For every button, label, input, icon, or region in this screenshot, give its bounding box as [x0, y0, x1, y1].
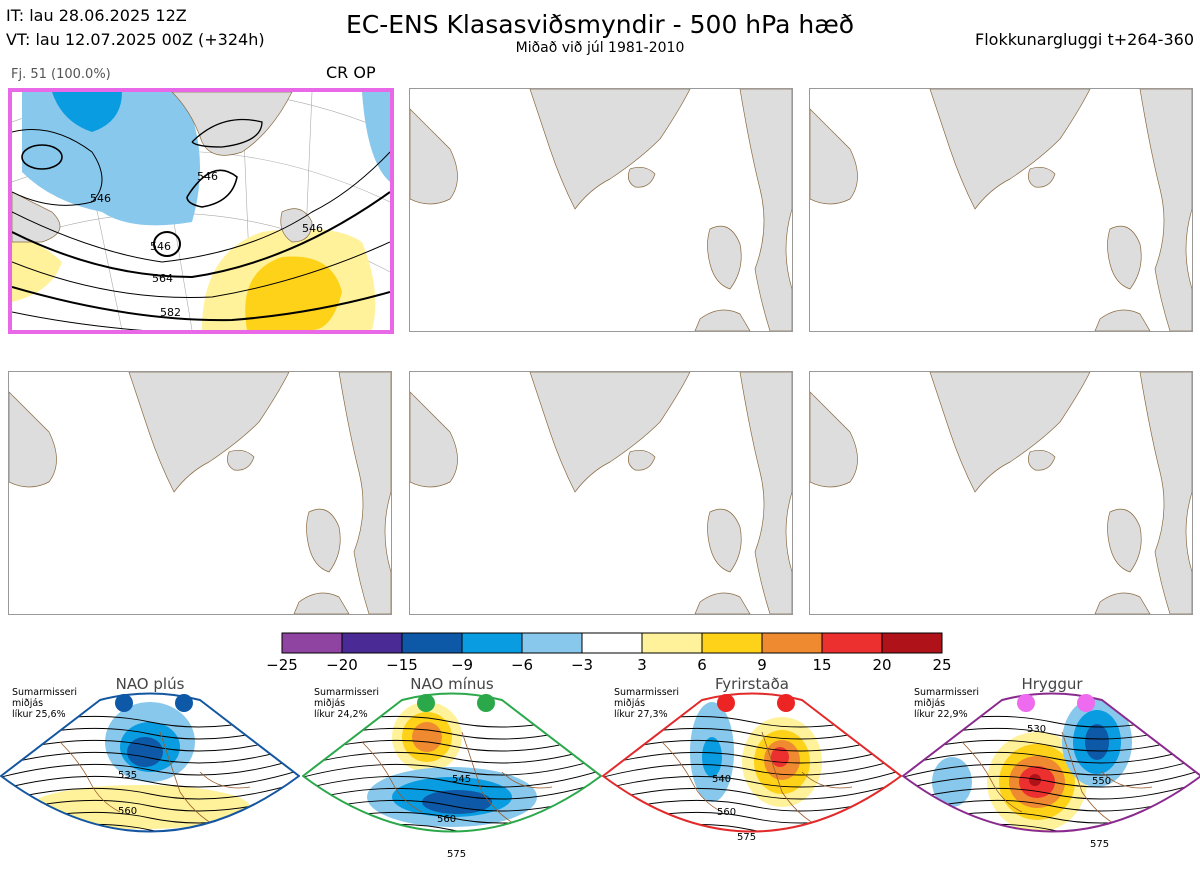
valid-time: VT: lau 12.07.2025 00Z (+324h) [6, 30, 265, 49]
regime-title: NAO plús [115, 675, 185, 693]
colorbar-tick-label: 9 [757, 656, 767, 674]
regime-marker-dot [477, 694, 495, 712]
regime-contour-label: 550 [1092, 776, 1111, 787]
colorbar-tick-label: −3 [570, 656, 594, 674]
regime-contour-label: 575 [1090, 839, 1109, 850]
regime-contour-label: 560 [118, 806, 137, 817]
regime-note: Sumarmisseri miðjás líkur 25,6% [12, 687, 78, 720]
regime-contour-label: 540 [712, 774, 731, 785]
regime-map: 535 560 [0, 692, 300, 833]
contour-label: 582 [160, 306, 181, 319]
regime-map: 530 550 575 [902, 692, 1200, 850]
colorbar-segment [521, 632, 583, 654]
cluster-map-3[interactable] [809, 88, 1193, 332]
regime-note: Sumarmisseri miðjás líkur 27,3% [614, 687, 680, 720]
regime-contour-label: 560 [717, 807, 736, 818]
colorbar-tick-label: −25 [266, 656, 298, 674]
regime-marker-dot [1077, 694, 1095, 712]
colorbar-tick-label: −6 [510, 656, 534, 674]
colorbar-tick-label: 25 [932, 656, 952, 674]
regime-marker-dot [717, 694, 735, 712]
colorbar-segment [461, 632, 523, 654]
colorbar-segment [401, 632, 463, 654]
regime-title: Hryggur [1021, 675, 1083, 693]
colorbar-segment [881, 632, 943, 654]
colorbar-segment [341, 632, 403, 654]
regime-contour-label: 535 [118, 770, 137, 781]
cluster-map-1[interactable]: 546 546 546 546 564 582 [8, 88, 394, 334]
regime-marker-dot [115, 694, 133, 712]
colorbar-segment [581, 632, 643, 654]
regime-title: NAO mínus [410, 675, 494, 693]
contour-label: 546 [150, 240, 171, 253]
page-title: EC-ENS Klasasviðsmyndir - 500 hPa hæð [345, 10, 855, 39]
regime-contour-label: 575 [447, 849, 466, 860]
regime-marker-dot [175, 694, 193, 712]
colorbar-tick-label: −20 [326, 656, 358, 674]
init-time: IT: lau 28.06.2025 12Z [6, 6, 187, 25]
contour-label: 564 [152, 272, 173, 285]
colorbar-segment [701, 632, 763, 654]
page-subtitle: Miðað við júl 1981-2010 [515, 40, 685, 56]
contour-label: 546 [197, 170, 218, 183]
colorbar-tick-label: 20 [872, 656, 892, 674]
colorbar-tick-label: −15 [386, 656, 418, 674]
regime-note: Sumarmisseri miðjás líkur 22,9% [914, 687, 980, 720]
colorbar-tick-label: 15 [812, 656, 832, 674]
regime-map: 540 560 575 [602, 692, 902, 843]
colorbar-tick-label: 6 [697, 656, 707, 674]
colorbar-segment [761, 632, 823, 654]
regime-contour-label: 530 [1027, 724, 1046, 735]
colorbar-tick-label: 3 [637, 656, 647, 674]
classification-window: Flokkunargluggi t+264-360 [975, 30, 1194, 49]
regime-map: 545 560 575 [302, 692, 602, 860]
regime-contour-label: 560 [437, 814, 456, 825]
regime-title: Fyrirstaða [715, 675, 789, 693]
cluster-map-5[interactable] [409, 371, 793, 615]
cluster-map-4[interactable] [8, 371, 392, 615]
regime-marker-dot [1017, 694, 1035, 712]
colorbar-segment [281, 632, 343, 654]
panel1-member-count: Fj. 51 (100.0%) [11, 67, 111, 82]
colorbar [281, 632, 943, 654]
regime-contour-label: 545 [452, 774, 471, 785]
contour-label: 546 [90, 192, 111, 205]
regime-note: Sumarmisseri miðjás líkur 24,2% [314, 687, 380, 720]
panel1-tag: CR OP [326, 63, 376, 82]
colorbar-segment [641, 632, 703, 654]
colorbar-tick-label: −9 [450, 656, 474, 674]
regime-contour-label: 575 [737, 832, 756, 843]
cluster-map-6[interactable] [809, 371, 1193, 615]
contour-label: 546 [302, 222, 323, 235]
colorbar-segment [821, 632, 883, 654]
cluster-map-2[interactable] [409, 88, 793, 332]
regime-marker-dot [777, 694, 795, 712]
regime-marker-dot [417, 694, 435, 712]
